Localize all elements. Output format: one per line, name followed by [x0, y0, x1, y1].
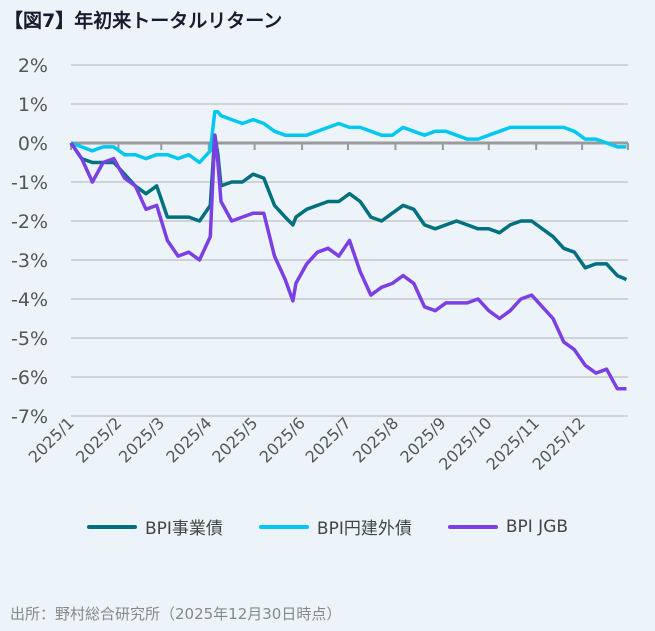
chart-title: 【図7】年初来トータルリターン	[4, 10, 283, 32]
legend-swatch	[258, 524, 309, 529]
legend-label: BPI事業債	[144, 519, 223, 539]
series-line-1	[70, 110, 627, 165]
y-tick-label: -6%	[11, 367, 48, 389]
x-tick-label: 2025/5	[208, 413, 261, 466]
y-tick-label: -7%	[11, 406, 48, 428]
y-tick-label: -4%	[11, 289, 48, 311]
legend-label: BPI円建外債	[316, 519, 412, 539]
x-tick-label: 2025/4	[162, 413, 215, 466]
legend: BPI事業債 BPI円建外債 BPI JGB	[0, 514, 655, 539]
series-line-2	[69, 133, 627, 391]
x-tick-label: 2025/7	[302, 413, 355, 466]
legend-item: BPI JGB	[447, 514, 569, 539]
x-tick-label: 2025/6	[256, 413, 309, 466]
y-tick-label: 1%	[18, 94, 48, 116]
legend-label: BPI JGB	[505, 516, 569, 537]
y-tick-label: 0%	[18, 133, 48, 155]
legend-swatch	[86, 524, 137, 529]
y-tick-label: -1%	[11, 172, 48, 194]
x-tick-label: 2025/3	[115, 413, 168, 466]
x-tick-label: 2025/2	[72, 413, 125, 466]
series-line-0	[69, 133, 628, 282]
y-tick-label: -5%	[11, 328, 48, 350]
legend-swatch	[447, 524, 498, 529]
source-note: 出所：野村総合研究所（2025年12月30日時点）	[10, 605, 342, 623]
x-tick-label: 2025/8	[349, 413, 402, 466]
line-chart: 2%1%0%-1%-2%-3%-4%-5%-6%-7%2025/12025/22…	[11, 55, 629, 474]
y-tick-label: -3%	[11, 250, 48, 272]
legend-item: BPI事業債	[86, 514, 223, 539]
y-tick-label: -2%	[11, 211, 48, 233]
legend-item: BPI円建外債	[258, 514, 412, 539]
y-tick-label: 2%	[18, 55, 48, 77]
